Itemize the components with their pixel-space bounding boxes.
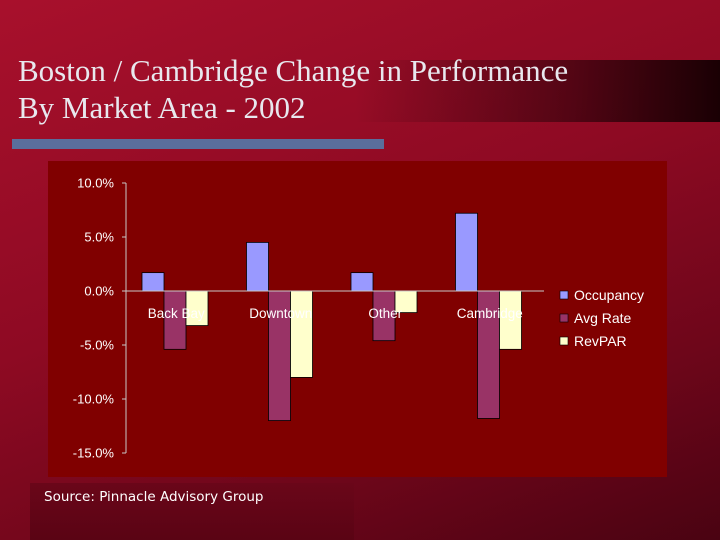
category-label: Downtown [249,306,312,321]
legend-label-occupancy: Occupancy [574,287,644,303]
bar-occupancy-cambridge [455,212,478,292]
legend-label-revpar: RevPAR [574,333,627,349]
bar-chart: 10.0% 5.0% 0.0% -5.0% -10.0% -15.0% Back Bay Do… [73,176,644,461]
slide-title: Boston / Cambridge Change in Performance… [18,52,698,126]
category-label: Back Bay [148,306,205,321]
y-tick-label: -10.0% [73,392,115,407]
bar-occupancy-other [350,272,374,292]
category-label: Other [368,306,402,321]
legend-swatch-revpar [559,336,569,346]
y-tick-label: -5.0% [80,338,114,353]
y-tick-label: 0.0% [84,284,114,299]
title-underline-bar [12,139,384,149]
category-label: Cambridge [457,306,523,321]
title-line-1: Boston / Cambridge Change in Performance [18,53,569,88]
y-tick-label: 10.0% [77,176,114,191]
chart-panel: 10.0% 5.0% 0.0% -5.0% -10.0% -15.0% Back Bay Do… [48,161,667,477]
y-tick-label: 5.0% [84,230,114,245]
source-box [30,483,354,540]
bar-occupancy-downtown [246,242,269,292]
y-tick-label: -15.0% [73,446,115,461]
title-background-band [355,60,720,122]
title-line-2: By Market Area - 2002 [18,90,306,125]
bar-occupancy-back-bay [141,272,165,292]
legend-swatch-avg_rate [559,313,569,323]
bar-revpar-downtown [290,290,313,378]
legend-label-avg_rate: Avg Rate [574,310,632,326]
legend-swatch-occupancy [559,290,569,300]
source-caption: Source: Pinnacle Advisory Group [44,489,264,505]
